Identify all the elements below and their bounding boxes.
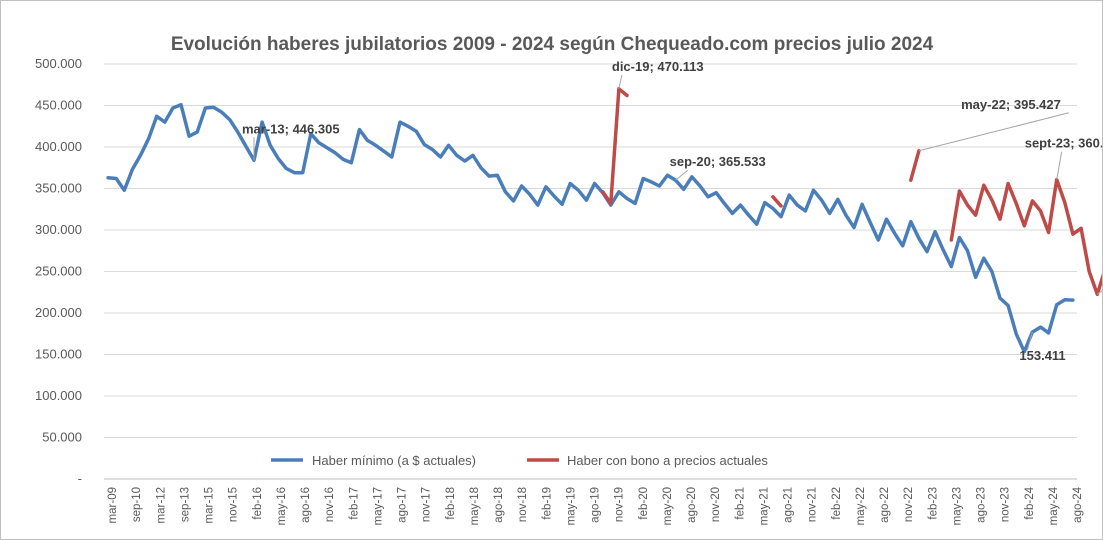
x-tick-label: nov-19 xyxy=(614,487,626,522)
x-tick-label: may-20 xyxy=(662,487,674,525)
y-tick-label: 500.000 xyxy=(35,56,82,71)
x-tick-label: nov-17 xyxy=(421,487,433,522)
legend-label-haber-con-bono: Haber con bono a precios actuales xyxy=(567,453,768,468)
legend: Haber mínimo (a $ actuales) Haber con bo… xyxy=(271,453,768,468)
series-haber-con-bono-segment xyxy=(949,177,1102,297)
series-haber-con-bono-segment xyxy=(600,87,629,206)
y-tick-label: - xyxy=(78,471,82,486)
annotation-leader xyxy=(1026,331,1033,351)
annotation-label: sept-23; 360.721 xyxy=(1025,136,1102,151)
x-tick-label: sep-13 xyxy=(179,487,191,522)
y-tick-label: 300.000 xyxy=(35,222,82,237)
x-tick-label: may-21 xyxy=(758,487,770,525)
series-lines xyxy=(106,87,1102,354)
x-tick-label: nov-20 xyxy=(710,487,722,522)
x-tick-label: may-24 xyxy=(1048,486,1060,525)
x-tick-label: nov-23 xyxy=(1000,487,1012,522)
annotation-label: mar-13; 446.305 xyxy=(242,121,340,136)
annotation-leader xyxy=(1056,151,1063,180)
x-tick-label: nov-21 xyxy=(807,487,819,522)
x-tick-label: nov-22 xyxy=(903,487,915,522)
y-axis-ticks: - 50.000 100.000 150.000 200.000 250.000 300.0… xyxy=(35,56,82,486)
x-tick-label: nov-16 xyxy=(324,487,336,522)
x-tick-label: mar-15 xyxy=(204,487,216,523)
x-tick-label: may-17 xyxy=(372,487,384,525)
annotations: mar-13; 446.305 dic-19; 470.113 sep-20; 36… xyxy=(242,59,1102,363)
y-tick-label: 100.000 xyxy=(35,388,82,403)
legend-label-haber-minimo: Haber mínimo (a $ actuales) xyxy=(312,453,476,468)
x-tick-label: nov-18 xyxy=(517,487,529,522)
x-tick-label: ago-19 xyxy=(590,487,602,523)
x-tick-label: may-16 xyxy=(276,487,288,525)
x-tick-label: ago-23 xyxy=(976,487,988,523)
x-tick-label: may-23 xyxy=(951,487,963,525)
x-tick-label: feb-23 xyxy=(927,487,939,520)
annotation-label: sep-20; 365.533 xyxy=(670,154,766,169)
x-axis-ticks: mar-09 sep-10 mar-12 sep-13 mar-15 nov-15 feb-… xyxy=(107,486,1084,525)
x-tick-label: feb-21 xyxy=(734,487,746,520)
x-tick-label: sep-10 xyxy=(131,487,143,522)
series-haber-con-bono-segment xyxy=(771,195,783,208)
x-tick-label: feb-19 xyxy=(541,487,553,520)
x-tick-label: feb-22 xyxy=(831,487,843,520)
x-tick-label: feb-17 xyxy=(348,487,360,520)
y-tick-label: 250.000 xyxy=(35,264,82,279)
x-tick-label: ago-22 xyxy=(879,487,891,523)
annotation-leader xyxy=(1096,290,1102,295)
y-tick-label: 350.000 xyxy=(35,181,82,196)
gridlines xyxy=(104,63,1077,438)
y-tick-label: 150.000 xyxy=(35,347,82,362)
chart-title: Evolución haberes jubilatorios 2009 - 20… xyxy=(171,34,934,55)
x-tick-label: ago-20 xyxy=(686,487,698,523)
x-tick-label: feb-18 xyxy=(445,487,457,520)
series-haber-minimo-line xyxy=(106,102,1075,354)
y-tick-label: 200.000 xyxy=(35,305,82,320)
x-tick-label: ago-17 xyxy=(397,487,409,523)
x-tick-label: ago-18 xyxy=(493,487,505,523)
x-tick-label: may-22 xyxy=(855,487,867,525)
y-tick-label: 50.000 xyxy=(42,430,82,445)
y-tick-label: 400.000 xyxy=(35,139,82,154)
x-tick-label: feb-20 xyxy=(638,487,650,520)
x-tick-label: ago-21 xyxy=(783,487,795,523)
x-tick-label: mar-09 xyxy=(107,487,119,523)
annotation-leader xyxy=(675,169,688,181)
annotation-label: dic-19; 470.113 xyxy=(612,59,704,74)
y-tick-label: 450.000 xyxy=(35,98,82,113)
x-tick-label: feb-24 xyxy=(1024,486,1036,519)
series-haber-con-bono-segment xyxy=(909,149,921,182)
x-tick-label: mar-12 xyxy=(155,487,167,523)
x-tick-label: ago-24 xyxy=(1072,486,1084,522)
annotation-label: may-22; 395.427 xyxy=(961,97,1061,112)
x-tick-label: ago-16 xyxy=(300,487,312,523)
annotation-leader xyxy=(618,74,623,89)
x-tick-label: feb-16 xyxy=(252,487,264,520)
x-tick-label: nov-15 xyxy=(228,487,240,522)
x-tick-label: may-19 xyxy=(565,487,577,525)
annotation-leader xyxy=(918,112,1070,152)
x-tick-label: may-18 xyxy=(469,487,481,525)
annotation-label: 153.411 xyxy=(1019,348,1065,363)
